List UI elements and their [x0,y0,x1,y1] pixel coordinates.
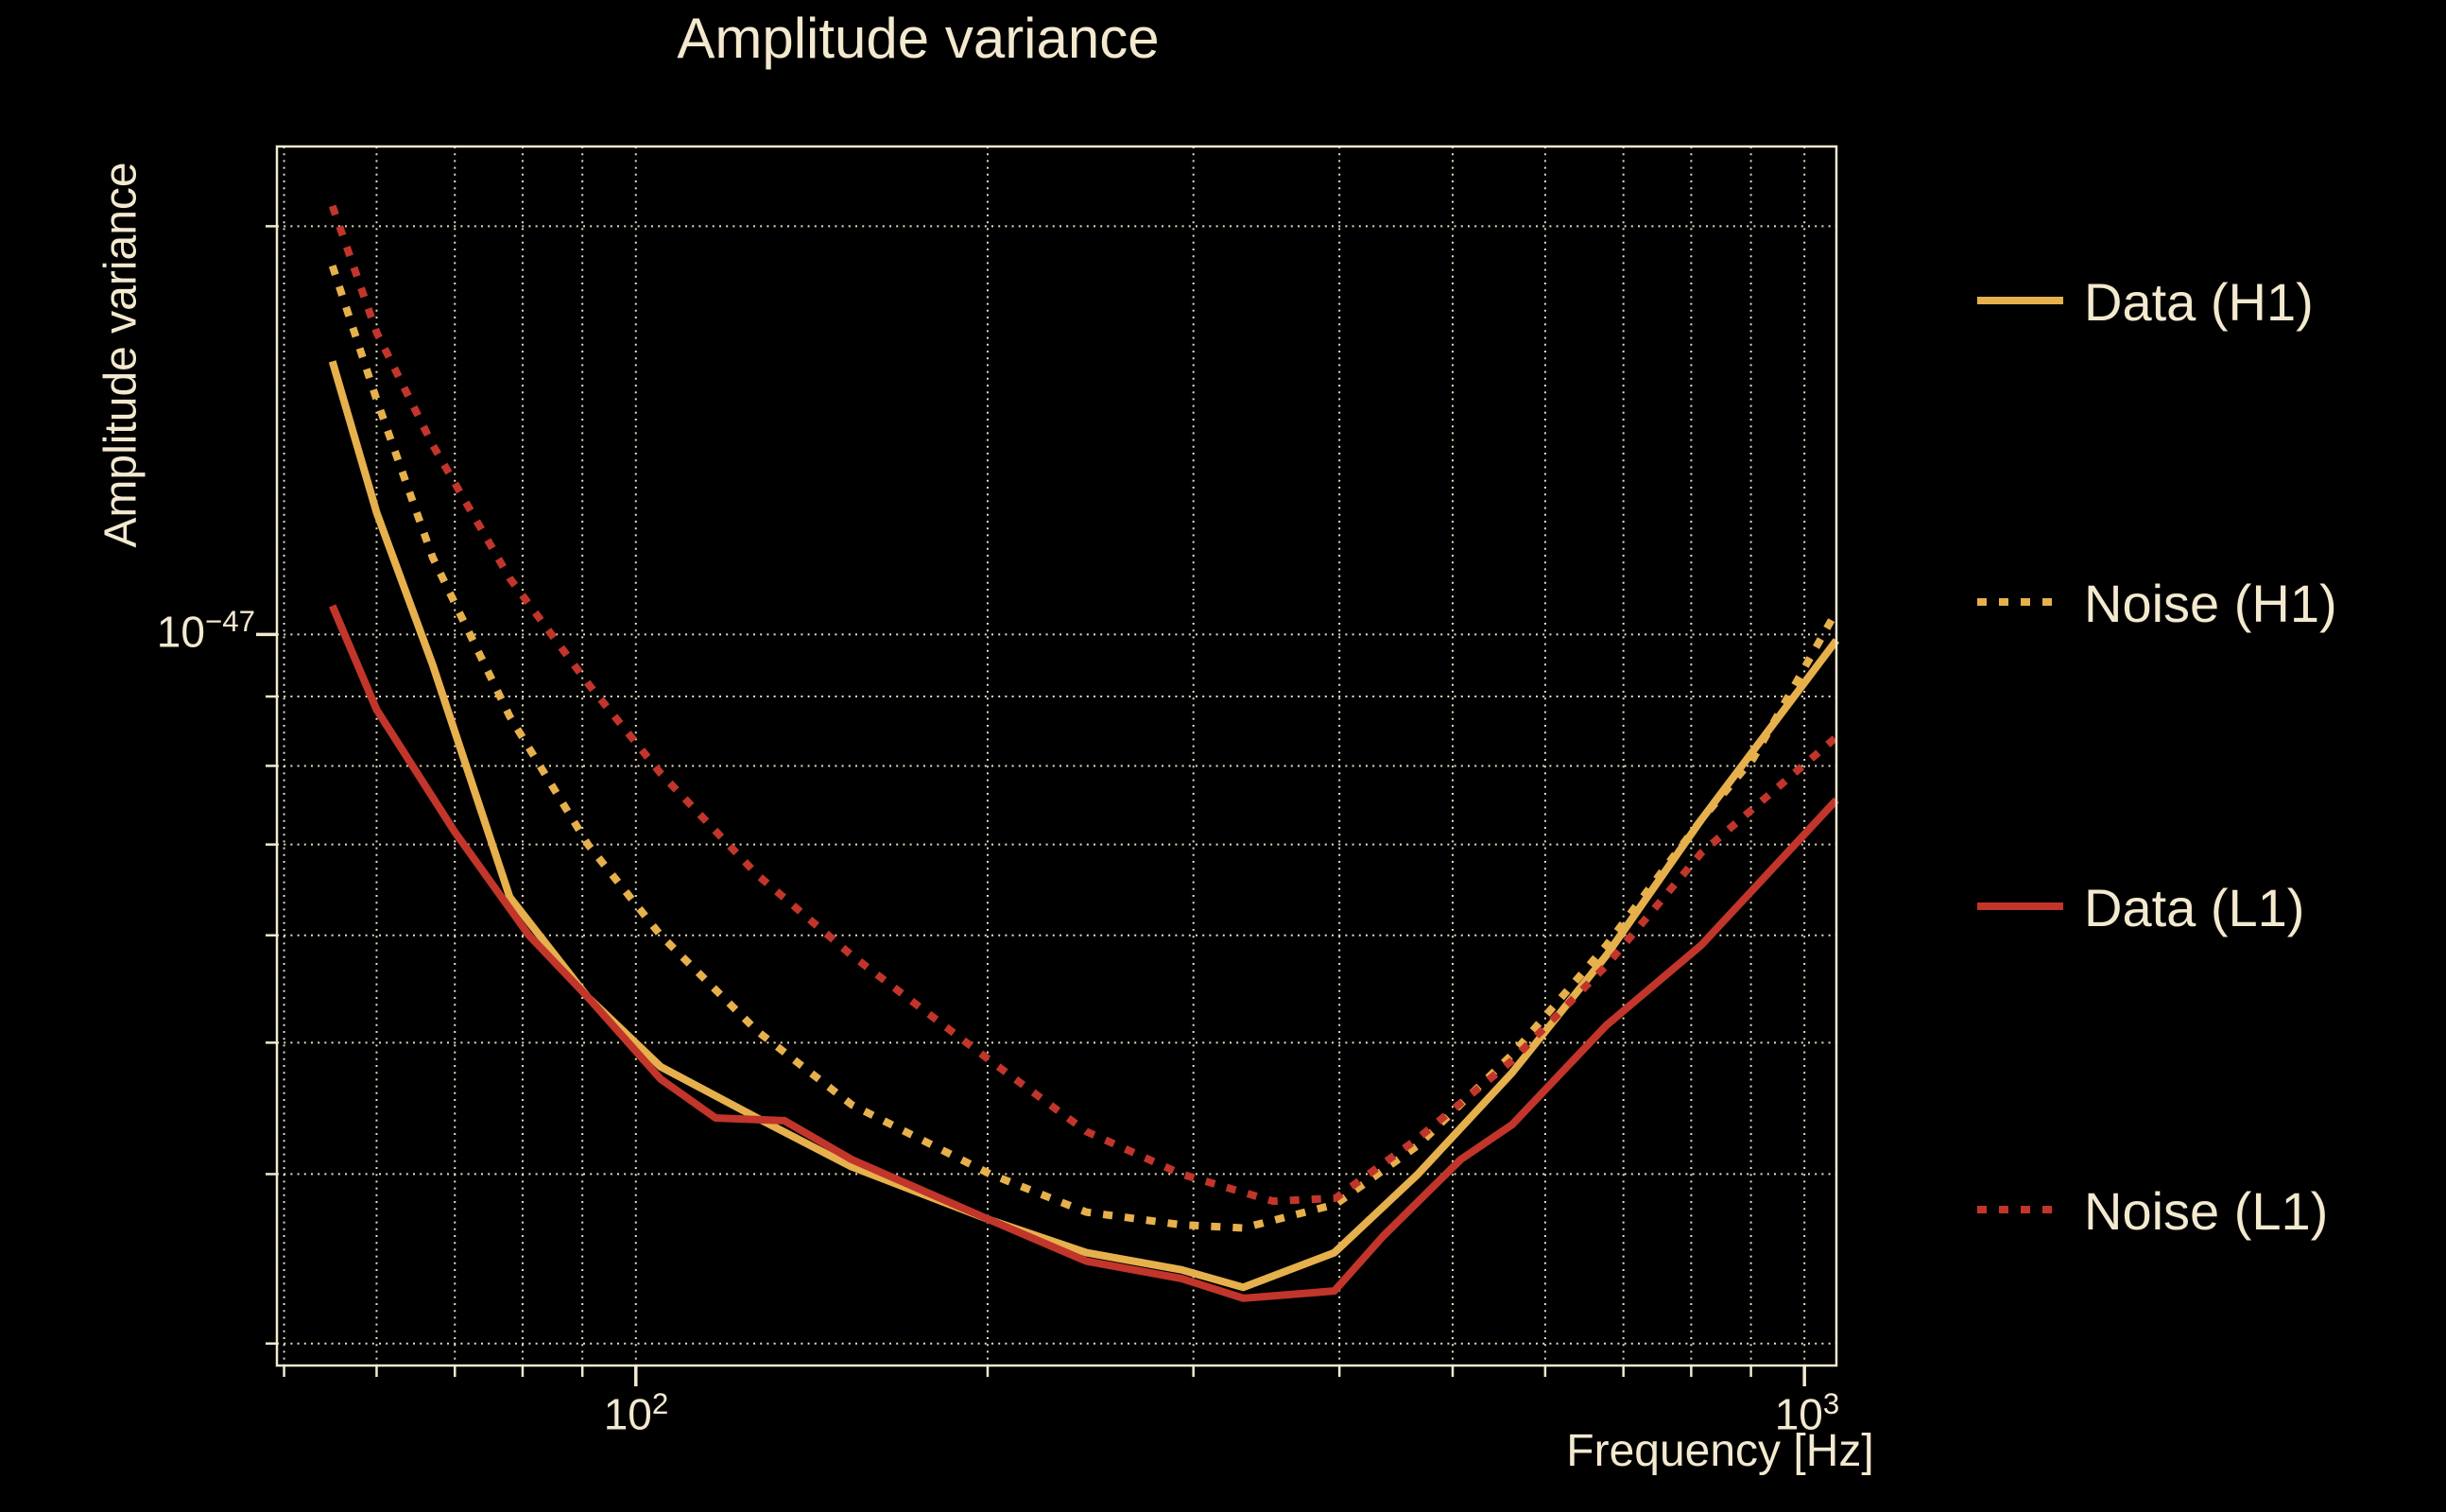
legend-label-noise-h1: Noise (H1) [2084,574,2337,633]
legend-label-data-l1: Data (L1) [2084,878,2305,937]
legend-label-data-h1: Data (H1) [2084,272,2314,332]
x-axis-label: Frequency [Hz] [1566,1426,1874,1476]
chart-title: Amplitude variance [677,7,1160,70]
y-axis-label: Amplitude variance [95,162,146,548]
y-tick-label-1e-47: 10−47 [156,605,255,657]
x-tick-label-100: 102 [603,1387,669,1439]
x-tick-label-1000: 103 [1774,1387,1840,1439]
legend-label-noise-l1: Noise (L1) [2084,1181,2329,1241]
